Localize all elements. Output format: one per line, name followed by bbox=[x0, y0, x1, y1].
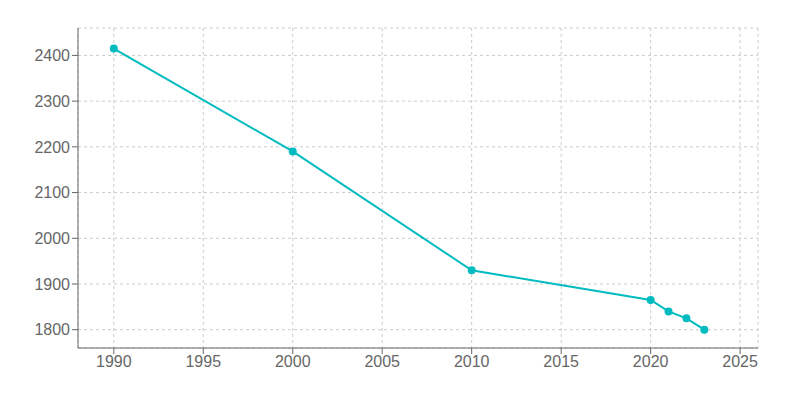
svg-text:1995: 1995 bbox=[185, 353, 221, 370]
svg-text:2010: 2010 bbox=[454, 353, 490, 370]
svg-text:1990: 1990 bbox=[96, 353, 132, 370]
svg-text:1800: 1800 bbox=[34, 321, 70, 338]
svg-text:2200: 2200 bbox=[34, 139, 70, 156]
svg-text:2400: 2400 bbox=[34, 47, 70, 64]
svg-text:2025: 2025 bbox=[722, 353, 758, 370]
svg-text:2100: 2100 bbox=[34, 184, 70, 201]
svg-text:2015: 2015 bbox=[543, 353, 579, 370]
svg-text:2000: 2000 bbox=[275, 353, 311, 370]
svg-text:2005: 2005 bbox=[364, 353, 400, 370]
svg-text:2020: 2020 bbox=[633, 353, 669, 370]
svg-text:2300: 2300 bbox=[34, 93, 70, 110]
svg-text:2000: 2000 bbox=[34, 230, 70, 247]
svg-text:1900: 1900 bbox=[34, 276, 70, 293]
